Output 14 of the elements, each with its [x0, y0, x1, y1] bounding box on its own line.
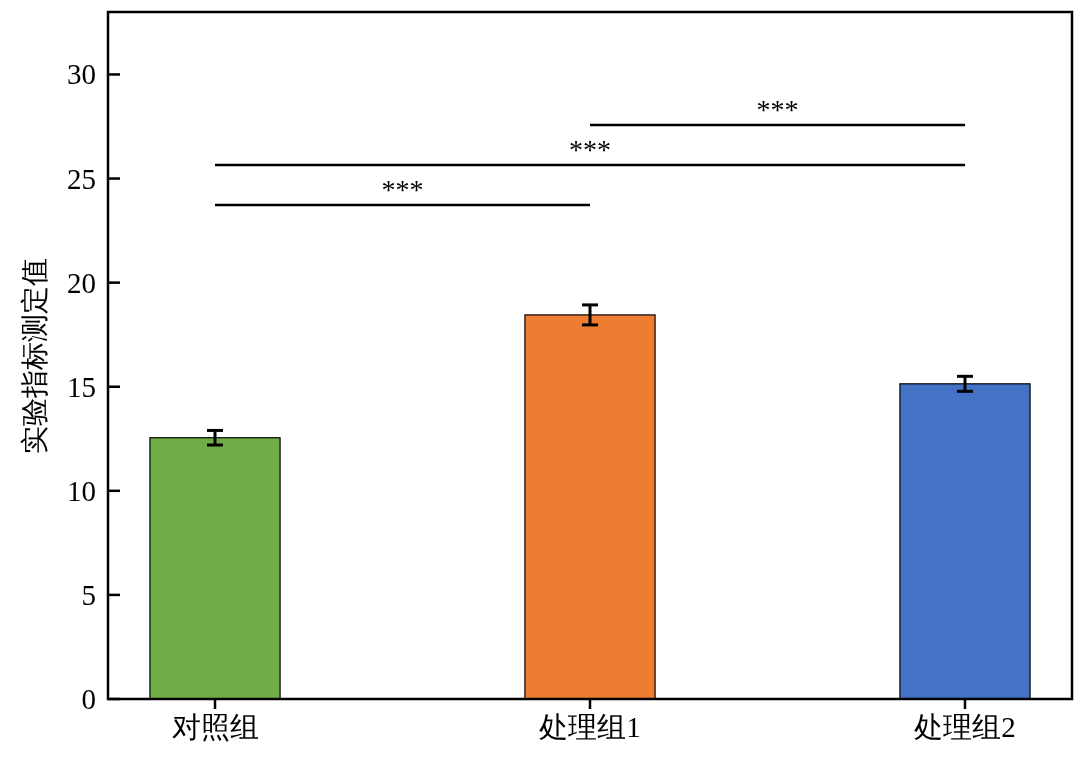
y-axis-title: 实验指标测定值	[18, 257, 51, 454]
x-tick-label: 处理组2	[914, 711, 1016, 743]
x-tick-label: 处理组1	[539, 711, 641, 743]
y-tick-label: 10	[67, 474, 96, 507]
y-tick-label: 25	[67, 162, 96, 195]
annotation: ***	[756, 93, 799, 125]
y-tick-label: 30	[67, 58, 96, 91]
y-tick-label: 5	[81, 578, 96, 611]
annotation: ***	[569, 133, 611, 165]
y-tick-label: 0	[81, 683, 96, 715]
x-tick-label: 对照组	[171, 711, 259, 743]
annotation: ***	[381, 173, 424, 205]
y-tick-label: 20	[67, 266, 96, 299]
y-tick-label: 15	[67, 370, 96, 403]
